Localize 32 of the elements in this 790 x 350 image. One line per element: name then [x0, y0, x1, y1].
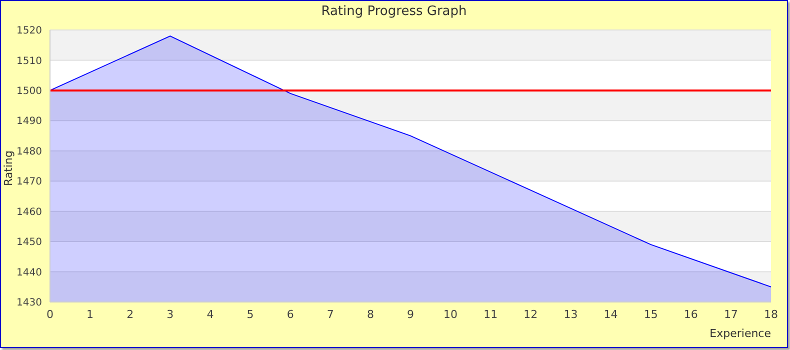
x-tick-label: 2 [126, 308, 134, 321]
y-tick-label: 1500 [16, 86, 42, 97]
x-tick-label: 17 [724, 308, 738, 321]
x-tick-label: 3 [166, 308, 174, 321]
y-tick-label: 1490 [16, 116, 42, 128]
y-tick-label: 1480 [16, 146, 42, 158]
x-tick-label: 15 [644, 308, 658, 321]
y-tick-label: 1450 [16, 237, 42, 248]
x-tick-label: 12 [524, 308, 538, 321]
x-tick-label: 7 [326, 308, 334, 321]
y-tick-label: 1510 [16, 56, 42, 67]
x-tick-label: 0 [46, 308, 54, 321]
x-tick-label: 13 [564, 308, 578, 321]
x-tick-label: 9 [407, 308, 414, 321]
y-axis-title: Rating [2, 150, 15, 186]
y-tick-label: 1460 [16, 206, 42, 218]
y-tick-label: 1520 [16, 26, 42, 37]
y-tick-label: 1470 [16, 176, 42, 188]
x-axis-title: Experience [710, 327, 771, 340]
x-tick-label: 6 [286, 308, 294, 321]
x-tick-label: 5 [246, 308, 254, 321]
x-tick-label: 14 [604, 308, 618, 321]
y-tick-label: 1430 [16, 298, 42, 309]
x-tick-label: 16 [684, 308, 698, 321]
x-tick-label: 4 [206, 308, 214, 321]
x-tick-label: 1 [86, 308, 94, 321]
chart-title: Rating Progress Graph [320, 4, 468, 19]
x-tick-label: 8 [366, 308, 374, 321]
x-tick-label: 18 [764, 308, 778, 321]
y-tick-label: 1440 [16, 267, 42, 278]
x-tick-label: 10 [444, 308, 458, 321]
x-tick-label: 11 [484, 308, 498, 321]
